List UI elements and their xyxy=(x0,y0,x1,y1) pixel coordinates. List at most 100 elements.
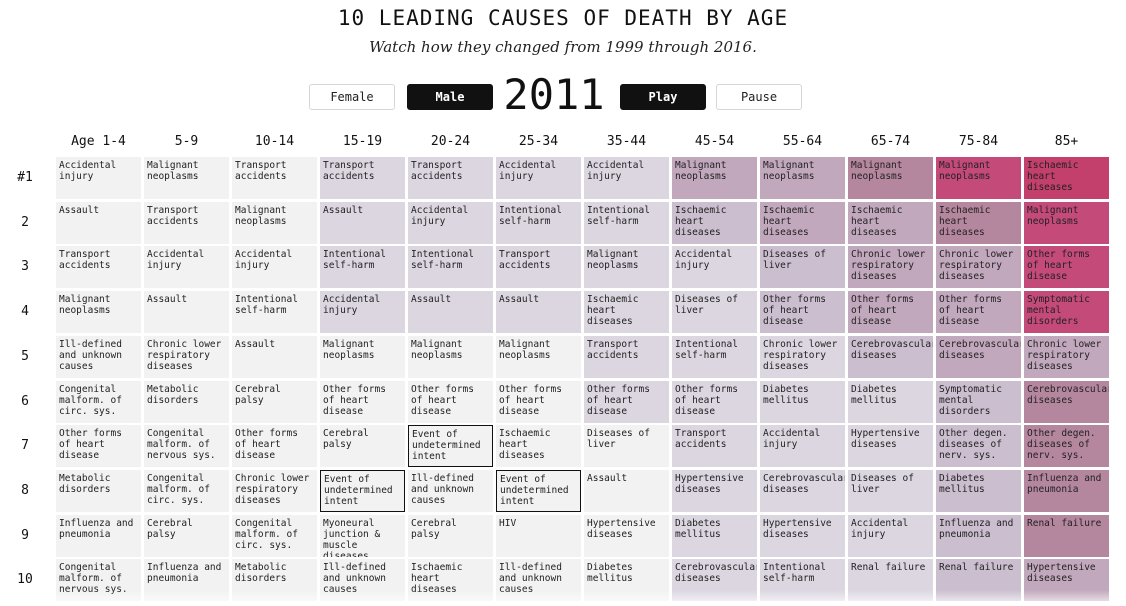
cause-cell[interactable]: Event of undetermined intent xyxy=(408,425,493,468)
cause-cell[interactable]: Other forms of heart disease xyxy=(848,291,933,334)
cause-cell[interactable]: Intentional self-harm xyxy=(760,559,845,602)
cause-cell[interactable]: Other forms of heart disease xyxy=(936,291,1021,334)
cause-cell[interactable]: Intentional self-harm xyxy=(584,201,669,244)
cause-cell[interactable]: Hypertensive diseases xyxy=(672,469,757,512)
cause-cell[interactable]: Intentional self-harm xyxy=(408,246,493,289)
cause-cell[interactable]: Ischaemic heart diseases xyxy=(672,201,757,244)
cause-cell[interactable]: Malignant neoplasms xyxy=(144,157,229,199)
cause-cell[interactable]: Transport accidents xyxy=(232,157,317,199)
cause-cell[interactable]: Accidental injury xyxy=(320,291,405,334)
cause-cell[interactable]: Ill-defined and unknown causes xyxy=(56,335,141,378)
cause-cell[interactable]: Malignant neoplasms xyxy=(760,157,845,199)
cause-cell[interactable]: Congenital malform. of circ. sys. xyxy=(56,380,141,423)
cause-cell[interactable]: Intentional self-harm xyxy=(320,246,405,289)
cause-cell[interactable]: Assault xyxy=(232,335,317,378)
cause-cell[interactable]: Metabolic disorders xyxy=(232,559,317,602)
cause-cell[interactable]: Diabetes mellitus xyxy=(584,559,669,602)
cause-cell[interactable]: Ischaemic heart diseases xyxy=(1024,157,1109,199)
cause-cell[interactable]: Assault xyxy=(144,291,229,334)
cause-cell[interactable]: Malignant neoplasms xyxy=(232,201,317,244)
cause-cell[interactable]: Cerebrovascular diseases xyxy=(760,469,845,512)
cause-cell[interactable]: Ill-defined and unknown causes xyxy=(408,469,493,512)
cause-cell[interactable]: Event of undetermined intent xyxy=(320,469,405,512)
cause-cell[interactable]: Assault xyxy=(584,469,669,512)
cause-cell[interactable]: Renal failure xyxy=(936,559,1021,602)
cause-cell[interactable]: Transport accidents xyxy=(144,201,229,244)
cause-cell[interactable]: Symptomatic mental disorders xyxy=(1024,291,1109,334)
cause-cell[interactable]: Assault xyxy=(56,201,141,244)
cause-cell[interactable]: Renal failure xyxy=(848,559,933,602)
cause-cell[interactable]: Other degen. diseases of nerv. sys. xyxy=(1024,425,1109,468)
cause-cell[interactable]: Transport accidents xyxy=(496,246,581,289)
cause-cell[interactable]: Other forms of heart disease xyxy=(408,380,493,423)
cause-cell[interactable]: Ischaemic heart diseases xyxy=(848,201,933,244)
cause-cell[interactable]: Hypertensive diseases xyxy=(848,425,933,468)
cause-cell[interactable]: Accidental injury xyxy=(848,514,933,557)
cause-cell[interactable]: Malignant neoplasms xyxy=(408,335,493,378)
cause-cell[interactable]: Influenza and pneumonia xyxy=(1024,469,1109,512)
cause-cell[interactable]: Transport accidents xyxy=(584,335,669,378)
cause-cell[interactable]: Malignant neoplasms xyxy=(936,157,1021,199)
cause-cell[interactable]: Other forms of heart disease xyxy=(584,380,669,423)
cause-cell[interactable]: Transport accidents xyxy=(408,157,493,199)
cause-cell[interactable]: Assault xyxy=(496,291,581,334)
cause-cell[interactable]: Cerebrovascular diseases xyxy=(1024,380,1109,423)
cause-cell[interactable]: HIV xyxy=(496,514,581,557)
cause-cell[interactable]: Cerebral palsy xyxy=(144,514,229,557)
cause-cell[interactable]: Malignant neoplasms xyxy=(56,291,141,334)
cause-cell[interactable]: Cerebrovascular diseases xyxy=(672,559,757,602)
cause-cell[interactable]: Influenza and pneumonia xyxy=(56,514,141,557)
cause-cell[interactable]: Event of undetermined intent xyxy=(496,469,581,512)
cause-cell[interactable]: Transport accidents xyxy=(56,246,141,289)
cause-cell[interactable]: Malignant neoplasms xyxy=(672,157,757,199)
male-button[interactable]: Male xyxy=(407,84,493,110)
cause-cell[interactable]: Ischaemic heart diseases xyxy=(936,201,1021,244)
cause-cell[interactable]: Other degen. diseases of nerv. sys. xyxy=(936,425,1021,468)
female-button[interactable]: Female xyxy=(309,84,395,110)
cause-cell[interactable]: Chronic lower respiratory diseases xyxy=(1024,335,1109,378)
cause-cell[interactable]: Diseases of liver xyxy=(672,291,757,334)
cause-cell[interactable]: Other forms of heart disease xyxy=(320,380,405,423)
cause-cell[interactable]: Myoneural junction & muscle diseases xyxy=(320,514,405,557)
cause-cell[interactable]: Malignant neoplasms xyxy=(848,157,933,199)
cause-cell[interactable]: Hypertensive diseases xyxy=(1024,559,1109,602)
cause-cell[interactable]: Metabolic disorders xyxy=(144,380,229,423)
cause-cell[interactable]: Symptomatic mental disorders xyxy=(936,380,1021,423)
cause-cell[interactable]: Renal failure xyxy=(1024,514,1109,557)
cause-cell[interactable]: Diabetes mellitus xyxy=(672,514,757,557)
cause-cell[interactable]: Diabetes mellitus xyxy=(848,380,933,423)
cause-cell[interactable]: Ischaemic heart diseases xyxy=(408,559,493,602)
cause-cell[interactable]: Diseases of liver xyxy=(848,469,933,512)
cause-cell[interactable]: Other forms of heart disease xyxy=(496,380,581,423)
cause-cell[interactable]: Ill-defined and unknown causes xyxy=(320,559,405,602)
cause-cell[interactable]: Intentional self-harm xyxy=(496,201,581,244)
cause-cell[interactable]: Other forms of heart disease xyxy=(232,425,317,468)
cause-cell[interactable]: Malignant neoplasms xyxy=(584,246,669,289)
cause-cell[interactable]: Intentional self-harm xyxy=(672,335,757,378)
cause-cell[interactable]: Hypertensive diseases xyxy=(584,514,669,557)
cause-cell[interactable]: Diseases of liver xyxy=(760,246,845,289)
cause-cell[interactable]: Ischaemic heart diseases xyxy=(584,291,669,334)
cause-cell[interactable]: Accidental injury xyxy=(672,246,757,289)
cause-cell[interactable]: Other forms of heart disease xyxy=(672,380,757,423)
cause-cell[interactable]: Assault xyxy=(320,201,405,244)
cause-cell[interactable]: Accidental injury xyxy=(144,246,229,289)
cause-cell[interactable]: Transport accidents xyxy=(320,157,405,199)
cause-cell[interactable]: Cerebrovascular diseases xyxy=(848,335,933,378)
cause-cell[interactable]: Ischaemic heart diseases xyxy=(760,201,845,244)
cause-cell[interactable]: Other forms of heart disease xyxy=(56,425,141,468)
cause-cell[interactable]: Other forms of heart disease xyxy=(760,291,845,334)
cause-cell[interactable]: Accidental injury xyxy=(408,201,493,244)
cause-cell[interactable]: Congenital malform. of nervous sys. xyxy=(56,559,141,602)
cause-cell[interactable]: Other forms of heart disease xyxy=(1024,246,1109,289)
cause-cell[interactable]: Malignant neoplasms xyxy=(1024,201,1109,244)
cause-cell[interactable]: Congenital malform. of circ. sys. xyxy=(144,469,229,512)
cause-cell[interactable]: Malignant neoplasms xyxy=(496,335,581,378)
cause-cell[interactable]: Influenza and pneumonia xyxy=(936,514,1021,557)
cause-cell[interactable]: Diabetes mellitus xyxy=(936,469,1021,512)
cause-cell[interactable]: Intentional self-harm xyxy=(232,291,317,334)
cause-cell[interactable]: Chronic lower respiratory diseases xyxy=(144,335,229,378)
cause-cell[interactable]: Cerebral palsy xyxy=(320,425,405,468)
cause-cell[interactable]: Congenital malform. of nervous sys. xyxy=(144,425,229,468)
cause-cell[interactable]: Accidental injury xyxy=(584,157,669,199)
